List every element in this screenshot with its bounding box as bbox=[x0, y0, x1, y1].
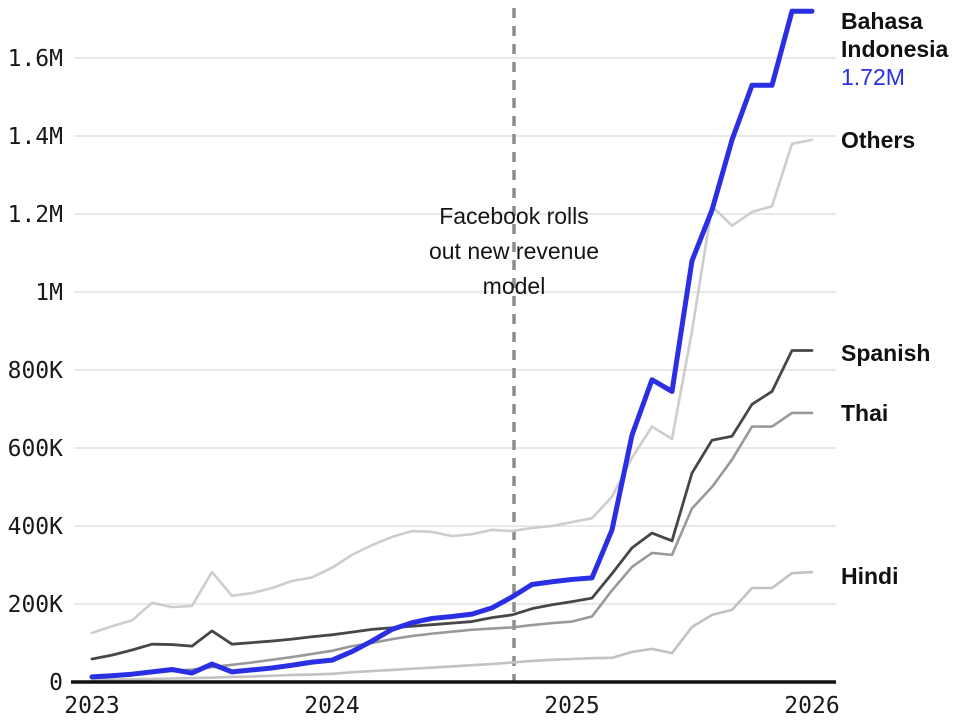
annotation-line-3: model bbox=[482, 273, 546, 299]
svg-text:600K: 600K bbox=[8, 436, 64, 462]
series-name-spanish: Spanish bbox=[841, 339, 931, 366]
series-end-value-bahasa-indonesia: 1.72M bbox=[841, 64, 905, 91]
svg-text:2025: 2025 bbox=[544, 693, 599, 719]
series-label-bahasa-indonesia: Bahasa Indonesia 1.72M bbox=[841, 7, 960, 91]
svg-text:2024: 2024 bbox=[304, 693, 359, 719]
gridlines bbox=[74, 57, 836, 605]
svg-text:1.4M: 1.4M bbox=[8, 124, 63, 150]
annotation-line-2: out new revenue bbox=[428, 238, 600, 264]
svg-text:2023: 2023 bbox=[64, 693, 119, 719]
series-name-hindi: Hindi bbox=[841, 563, 899, 590]
series-label-spanish: Spanish bbox=[841, 339, 960, 367]
series-label-hindi: Hindi bbox=[841, 562, 960, 590]
svg-text:1.6M: 1.6M bbox=[8, 46, 63, 72]
series-name-bahasa-indonesia: Bahasa Indonesia bbox=[841, 8, 949, 63]
svg-text:1.2M: 1.2M bbox=[8, 202, 63, 228]
annotation-line-1: Facebook rolls bbox=[439, 203, 589, 229]
series-label-others: Others bbox=[841, 126, 960, 154]
series-name-thai: Thai bbox=[841, 399, 889, 426]
svg-text:800K: 800K bbox=[8, 358, 64, 384]
event-annotation-text: Facebook rolls out new revenue model bbox=[429, 199, 599, 304]
x-axis-tick-labels: 2023 2024 2025 2026 bbox=[64, 693, 839, 719]
series-name-others: Others bbox=[841, 126, 916, 153]
svg-text:2026: 2026 bbox=[784, 693, 839, 719]
svg-text:400K: 400K bbox=[8, 514, 64, 540]
svg-text:0: 0 bbox=[49, 670, 63, 696]
svg-text:1M: 1M bbox=[35, 280, 63, 306]
series-label-thai: Thai bbox=[841, 399, 960, 427]
svg-text:200K: 200K bbox=[8, 592, 64, 618]
series-lines bbox=[89, 8, 815, 682]
y-axis-tick-labels: 0 200K 400K 600K 800K 1M 1.2M 1.4M 1.6M bbox=[8, 46, 64, 696]
